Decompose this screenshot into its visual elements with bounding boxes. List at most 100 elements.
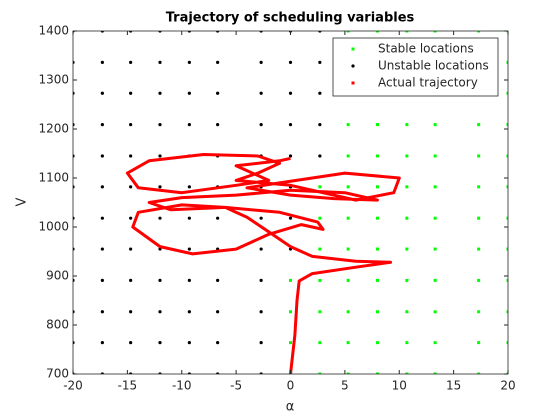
- legend-label: Stable locations: [378, 42, 474, 56]
- unstable-point: [259, 341, 263, 345]
- stable-point: [405, 372, 409, 374]
- unstable-point: [129, 278, 133, 283]
- unstable-point: [187, 122, 191, 127]
- unstable-point: [187, 247, 191, 251]
- unstable-point: [187, 91, 191, 95]
- stable-point: [289, 278, 292, 282]
- unstable-point: [158, 154, 162, 158]
- unstable-point: [129, 154, 133, 158]
- unstable-point: [288, 154, 293, 158]
- chart-title: Trajectory of scheduling variables: [166, 11, 415, 26]
- stable-point: [477, 185, 481, 189]
- stable-point: [346, 154, 350, 158]
- stable-point: [346, 216, 350, 220]
- unstable-point: [216, 60, 220, 64]
- legend-marker: [351, 64, 355, 68]
- stable-point: [506, 372, 508, 374]
- y-tick-label: 900: [46, 269, 69, 283]
- x-tick-label: -5: [230, 379, 242, 393]
- stable-point: [405, 185, 409, 189]
- unstable-point: [318, 60, 322, 64]
- unstable-point: [158, 310, 162, 314]
- unstable-point: [259, 247, 263, 251]
- legend-label: Actual trajectory: [378, 76, 478, 90]
- stable-point: [289, 341, 292, 345]
- stable-point: [346, 278, 350, 282]
- stable-point: [506, 310, 508, 314]
- stable-point: [433, 341, 437, 345]
- stable-point: [433, 123, 437, 127]
- unstable-point: [259, 91, 263, 95]
- stable-point: [433, 372, 437, 374]
- y-axis-label: V: [15, 197, 30, 206]
- unstable-point: [100, 185, 104, 189]
- stable-point: [506, 154, 508, 158]
- y-tick-label: 1000: [38, 220, 69, 234]
- legend-box: [332, 37, 499, 97]
- stable-point: [477, 216, 481, 220]
- unstable-point: [318, 122, 322, 127]
- unstable-point: [158, 185, 162, 189]
- unstable-point: [100, 122, 104, 127]
- unstable-point: [318, 154, 322, 158]
- unstable-point: [158, 278, 162, 283]
- unstable-point: [158, 91, 162, 95]
- stable-point: [477, 310, 481, 314]
- unstable-point: [288, 122, 293, 127]
- unstable-point: [129, 60, 133, 64]
- unstable-point: [288, 60, 293, 64]
- stable-point: [318, 185, 322, 189]
- unstable-point: [158, 60, 162, 64]
- stable-point: [376, 185, 379, 189]
- unstable-point: [158, 122, 162, 127]
- unstable-point: [129, 216, 133, 220]
- unstable-point: [288, 216, 293, 220]
- stable-point: [506, 216, 508, 220]
- stable-point: [405, 278, 409, 282]
- stable-point: [376, 310, 379, 314]
- unstable-point: [129, 310, 133, 314]
- unstable-point: [216, 310, 220, 314]
- unstable-point: [288, 91, 293, 95]
- unstable-point: [259, 310, 263, 314]
- stable-point: [506, 278, 508, 282]
- x-tick-label: -10: [172, 379, 192, 393]
- x-tick-label: 0: [287, 379, 295, 393]
- stable-point: [477, 372, 481, 374]
- stable-point: [433, 185, 437, 189]
- stable-point: [318, 278, 322, 282]
- stable-point: [376, 247, 379, 251]
- stable-point: [318, 310, 322, 314]
- unstable-point: [100, 154, 104, 158]
- stable-point: [477, 154, 481, 158]
- unstable-point: [187, 310, 191, 314]
- x-tick-label: 10: [392, 379, 407, 393]
- x-axis-label: α: [286, 400, 295, 415]
- stable-point: [477, 31, 481, 33]
- stable-point: [318, 216, 322, 220]
- unstable-point: [216, 122, 220, 127]
- x-tick-label: 5: [341, 379, 349, 393]
- stable-point: [405, 341, 409, 345]
- stable-point: [376, 341, 379, 345]
- trajectory: [125, 153, 401, 374]
- unstable-point: [129, 341, 133, 345]
- y-tick-label: 1300: [38, 73, 69, 87]
- stable-point: [433, 216, 437, 220]
- stable-point: [433, 310, 437, 314]
- stable-point: [318, 247, 322, 251]
- stable-point: [318, 341, 322, 345]
- y-tick-label: 1200: [38, 122, 69, 136]
- stable-point: [433, 278, 437, 282]
- unstable-point: [100, 60, 104, 64]
- stable-point: [506, 91, 508, 95]
- stable-point: [405, 310, 409, 314]
- stable-point: [405, 154, 409, 158]
- stable-point: [289, 310, 292, 314]
- unstable-point: [158, 341, 162, 345]
- unstable-point: [100, 278, 104, 283]
- stable-point: [405, 247, 409, 251]
- stable-point: [405, 31, 409, 33]
- stable-point: [346, 123, 350, 127]
